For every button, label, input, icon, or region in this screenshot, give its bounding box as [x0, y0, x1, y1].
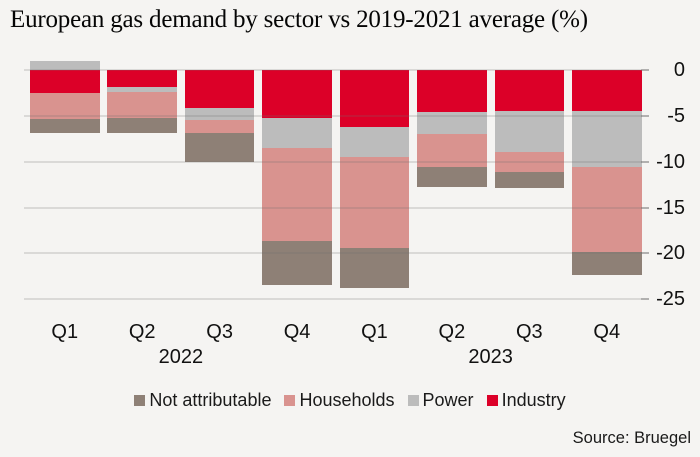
legend-swatch-icon [407, 395, 419, 406]
legend-label: Households [299, 390, 395, 410]
gridline--25 [24, 298, 649, 301]
bar-segment-not-attributable-5 [417, 167, 487, 188]
y-axis-label--10: -10 [656, 150, 685, 173]
axis-tick--5 [641, 114, 649, 117]
bar-segment-not-attributable-1 [107, 117, 177, 134]
x-axis-label-q1-0: Q1 [51, 321, 79, 343]
y-axis-label--20: -20 [656, 242, 685, 265]
bar-segment-households-6 [494, 151, 565, 172]
bar-segment-households-3 [262, 147, 332, 241]
chart-legend: Not attributable Households Power Industry [0, 388, 700, 413]
y-axis-label--15: -15 [656, 196, 685, 219]
y-axis-label--5: -5 [667, 104, 685, 127]
bar-segment-industry-2 [184, 70, 255, 108]
bar-segment-households-0 [30, 92, 100, 119]
bar-segment-power-0 [30, 60, 100, 70]
bar-segment-industry-1 [107, 70, 177, 88]
gridline-0 [24, 69, 649, 71]
bar-segment-households-1 [107, 92, 177, 118]
legend-item-not-attributable: Not attributable [134, 390, 271, 411]
axis-tick--20 [641, 252, 649, 255]
bar-segment-not-attributable-2 [184, 133, 255, 162]
bar-segment-power-5 [417, 112, 487, 135]
legend-item-households: Households [284, 390, 395, 411]
bar-segment-not-attributable-0 [30, 118, 100, 134]
gridline--15 [24, 206, 649, 209]
x-axis-label-q1-4: Q1 [361, 321, 388, 343]
axis-tick--25 [641, 298, 649, 301]
x-axis-label-q2-1: Q2 [128, 321, 156, 343]
gridline--5 [24, 114, 649, 117]
source-note: Source: Bruegel [572, 429, 691, 447]
bar-segment-not-attributable-7 [572, 252, 642, 276]
bar-segment-not-attributable-4 [339, 247, 410, 289]
y-axis-label--25: -25 [656, 288, 685, 311]
x-axis-label-q4-3: Q4 [283, 321, 311, 343]
x-axis-label-q2-5: Q2 [438, 321, 466, 343]
legend-item-power: Power [407, 390, 474, 411]
bar-segment-power-7 [572, 111, 642, 168]
legend-label: Industry [501, 390, 566, 410]
year-label-2022: 2022 [158, 346, 204, 368]
chart-title: European gas demand by sector vs 2019-20… [10, 6, 588, 33]
bar-segment-not-attributable-6 [494, 171, 565, 189]
gridline--10 [24, 160, 649, 163]
axis-tick-0 [641, 69, 649, 71]
legend-label: Not attributable [149, 390, 272, 410]
bar-segment-households-5 [417, 134, 487, 168]
axis-tick--10 [641, 160, 649, 163]
bar-segment-industry-4 [339, 70, 410, 127]
y-axis-label-0: 0 [673, 59, 685, 81]
legend-swatch-icon [134, 395, 146, 406]
year-label-2023: 2023 [468, 346, 513, 368]
legend-item-industry: Industry [486, 390, 566, 411]
bar-segment-industry-7 [572, 70, 642, 112]
bar-segment-not-attributable-3 [262, 240, 332, 285]
bar-segment-power-3 [262, 117, 332, 148]
bar-segment-power-4 [339, 126, 410, 158]
legend-swatch-icon [284, 395, 296, 406]
gridline--20 [24, 252, 649, 255]
bar-segment-industry-6 [494, 70, 565, 112]
axis-tick--15 [641, 206, 649, 209]
x-axis-label-q4-7: Q4 [593, 321, 621, 343]
legend-label: Power [422, 390, 474, 410]
bar-segment-power-1 [107, 87, 177, 92]
bar-segment-industry-0 [30, 70, 100, 93]
bar-segment-power-2 [184, 107, 255, 121]
bar-segment-industry-5 [417, 70, 487, 113]
x-axis-label-q3-2: Q3 [206, 321, 233, 343]
bar-segment-households-4 [339, 157, 410, 248]
bar-segment-industry-3 [262, 70, 332, 118]
bar-segment-power-6 [494, 111, 565, 152]
bar-segment-households-7 [572, 167, 642, 253]
x-axis-label-q3-6: Q3 [515, 321, 543, 343]
bar-segment-households-2 [184, 120, 255, 134]
legend-swatch-icon [486, 395, 498, 406]
